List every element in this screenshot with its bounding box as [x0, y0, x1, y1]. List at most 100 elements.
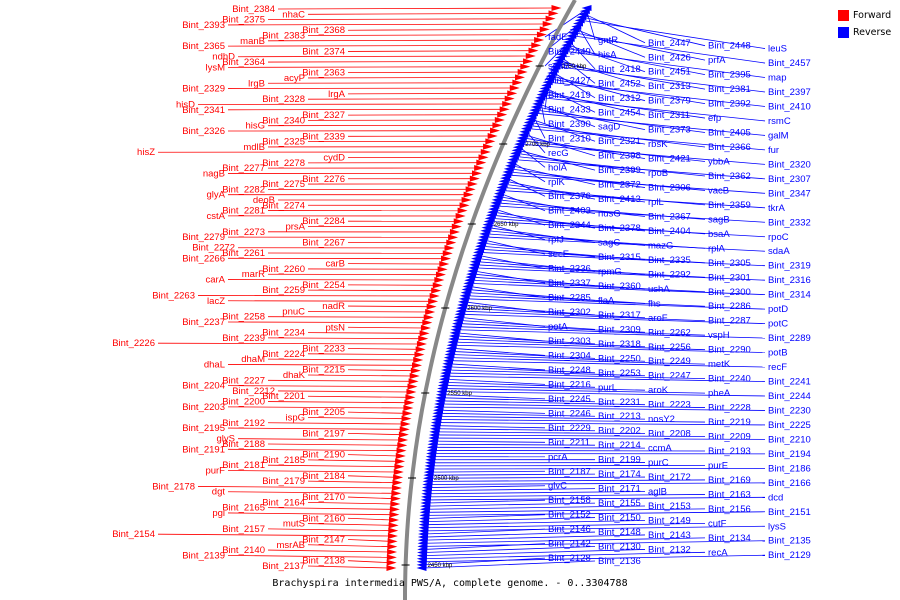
reverse-gene-label: Bint_2262: [648, 327, 691, 338]
reverse-gene-label: ushA: [648, 284, 670, 295]
forward-leader-line: [267, 358, 417, 361]
forward-gene-label: Bint_2365: [182, 41, 225, 52]
forward-gene-label: Bint_2204: [182, 381, 225, 392]
reverse-leader-line: [428, 485, 546, 488]
reverse-leader-line: [534, 112, 766, 136]
reverse-leader-line: [434, 440, 546, 443]
scale-tick-label: 2650 kbp: [494, 222, 519, 228]
forward-gene-arrow: [408, 378, 419, 385]
forward-gene-arrow: [396, 447, 407, 454]
forward-gene-arrow: [471, 170, 482, 177]
reverse-gene-label: nosY2: [648, 414, 675, 425]
reverse-gene-label: Bint_2174: [598, 469, 641, 480]
reverse-leader-line: [539, 103, 596, 128]
reverse-leader-line: [515, 156, 706, 177]
reverse-gene-label: Bint_2231: [598, 397, 641, 408]
forward-gene-label: nhaC: [282, 9, 305, 20]
reverse-gene-label: Bint_2149: [648, 515, 691, 526]
forward-gene-arrow: [393, 474, 404, 481]
forward-gene-arrow: [402, 410, 413, 417]
reverse-gene-label: Bint_2418: [598, 64, 641, 75]
reverse-gene-label: recA: [708, 547, 728, 558]
reverse-gene-label: Bint_2225: [768, 420, 811, 431]
reverse-gene-label: Bint_2306: [648, 183, 691, 194]
forward-leader-line: [227, 321, 426, 324]
forward-leader-line: [267, 443, 401, 446]
reverse-gene-label: Bint_2317: [598, 310, 641, 321]
forward-gene-arrow: [439, 261, 450, 267]
reverse-leader-line: [549, 81, 766, 107]
forward-gene-arrow: [551, 5, 562, 11]
reverse-gene-label: Bint_2153: [648, 501, 691, 512]
forward-gene-label: nagB: [203, 168, 225, 179]
forward-gene-label: Bint_2181: [222, 460, 265, 471]
reverse-gene-label: Bint_2449: [548, 46, 591, 57]
reverse-gene-label: Bint_2321: [598, 136, 641, 147]
reverse-leader-line: [581, 19, 766, 49]
reverse-leader-line: [423, 549, 646, 557]
forward-gene-arrow: [398, 431, 409, 438]
reverse-gene-label: Bint_2134: [708, 533, 751, 544]
forward-leader-line: [227, 87, 513, 89]
reverse-leader-line: [463, 307, 646, 319]
forward-gene-arrow: [387, 538, 398, 545]
forward-leader-line: [197, 295, 433, 297]
forward-gene-label: Bint_2279: [182, 232, 225, 243]
reverse-leader-line: [431, 467, 766, 470]
forward-gene-label: pnuC: [282, 306, 305, 317]
reverse-gene-label: rplA: [708, 243, 726, 254]
forward-gene-label: Bint_2139: [182, 550, 225, 561]
forward-gene-arrow: [455, 213, 466, 219]
forward-gene-label: Bint_2160: [302, 513, 345, 524]
reverse-gene-label: Bint_2301: [708, 272, 751, 283]
forward-gene-label: Bint_2164: [262, 497, 305, 508]
forward-leader-line: [227, 385, 411, 388]
reverse-leader-line: [475, 267, 766, 281]
forward-gene-arrow: [429, 293, 440, 299]
legend-label-reverse: Reverse: [853, 26, 892, 38]
reverse-gene-label: Bint_2163: [708, 489, 751, 500]
forward-leader-line: [307, 374, 413, 377]
forward-gene-label: Bint_2383: [262, 31, 305, 42]
reverse-leader-line: [465, 298, 766, 310]
reverse-gene-label: Bint_2256: [648, 342, 691, 353]
reverse-gene-label: Bint_2335: [648, 255, 691, 266]
reverse-leader-line: [455, 335, 596, 345]
forward-gene-arrow: [504, 95, 515, 102]
forward-gene-label: Bint_2233: [302, 344, 345, 355]
reverse-gene-label: Bint_2151: [768, 507, 811, 518]
reverse-gene-label: Bint_2208: [648, 429, 691, 440]
reverse-leader-line: [435, 437, 766, 440]
reverse-gene-label: Bint_2302: [548, 307, 591, 318]
reverse-gene-label: vacB: [708, 185, 729, 196]
reverse-leader-line: [568, 44, 646, 73]
reverse-leader-line: [444, 385, 646, 391]
scale-tick-label: 2550 kbp: [447, 391, 472, 397]
forward-gene-label: Bint_2234: [262, 328, 305, 339]
forward-gene-label: carB: [325, 259, 345, 270]
forward-gene-label: Bint_2179: [262, 476, 305, 487]
reverse-gene-label: sagC: [598, 238, 620, 249]
reverse-gene-label: sdaA: [768, 246, 790, 257]
forward-leader-line: [307, 76, 519, 79]
reverse-gene-label: fur: [768, 145, 779, 156]
reverse-gene-label: Bint_2405: [708, 128, 751, 139]
reverse-gene-leader-lines: [423, 7, 766, 569]
reverse-gene-label: Bint_2426: [648, 52, 691, 63]
forward-gene-arrow: [444, 245, 455, 251]
scale-ticks: 2750 kbp 2700 kbp 2650 kbp 2600 kbp 2550 kbp…: [401, 64, 587, 569]
reverse-leader-line: [439, 412, 596, 417]
reverse-leader-line: [569, 41, 596, 70]
genome-backbone-arc: [403, 0, 577, 600]
forward-leader-line: [347, 28, 543, 31]
forward-gene-arrow: [395, 453, 406, 459]
reverse-gene-label: Bint_2250: [598, 353, 641, 364]
forward-leader-line: [307, 353, 418, 356]
forward-leader-line: [237, 438, 402, 441]
reverse-gene-label: Bint_2433: [548, 104, 591, 115]
reverse-leader-line: [426, 514, 546, 519]
forward-gene-arrow: [420, 325, 431, 331]
forward-gene-arrow: [485, 138, 496, 145]
forward-gene-label: prsA: [285, 221, 305, 232]
forward-leader-line: [347, 454, 399, 457]
